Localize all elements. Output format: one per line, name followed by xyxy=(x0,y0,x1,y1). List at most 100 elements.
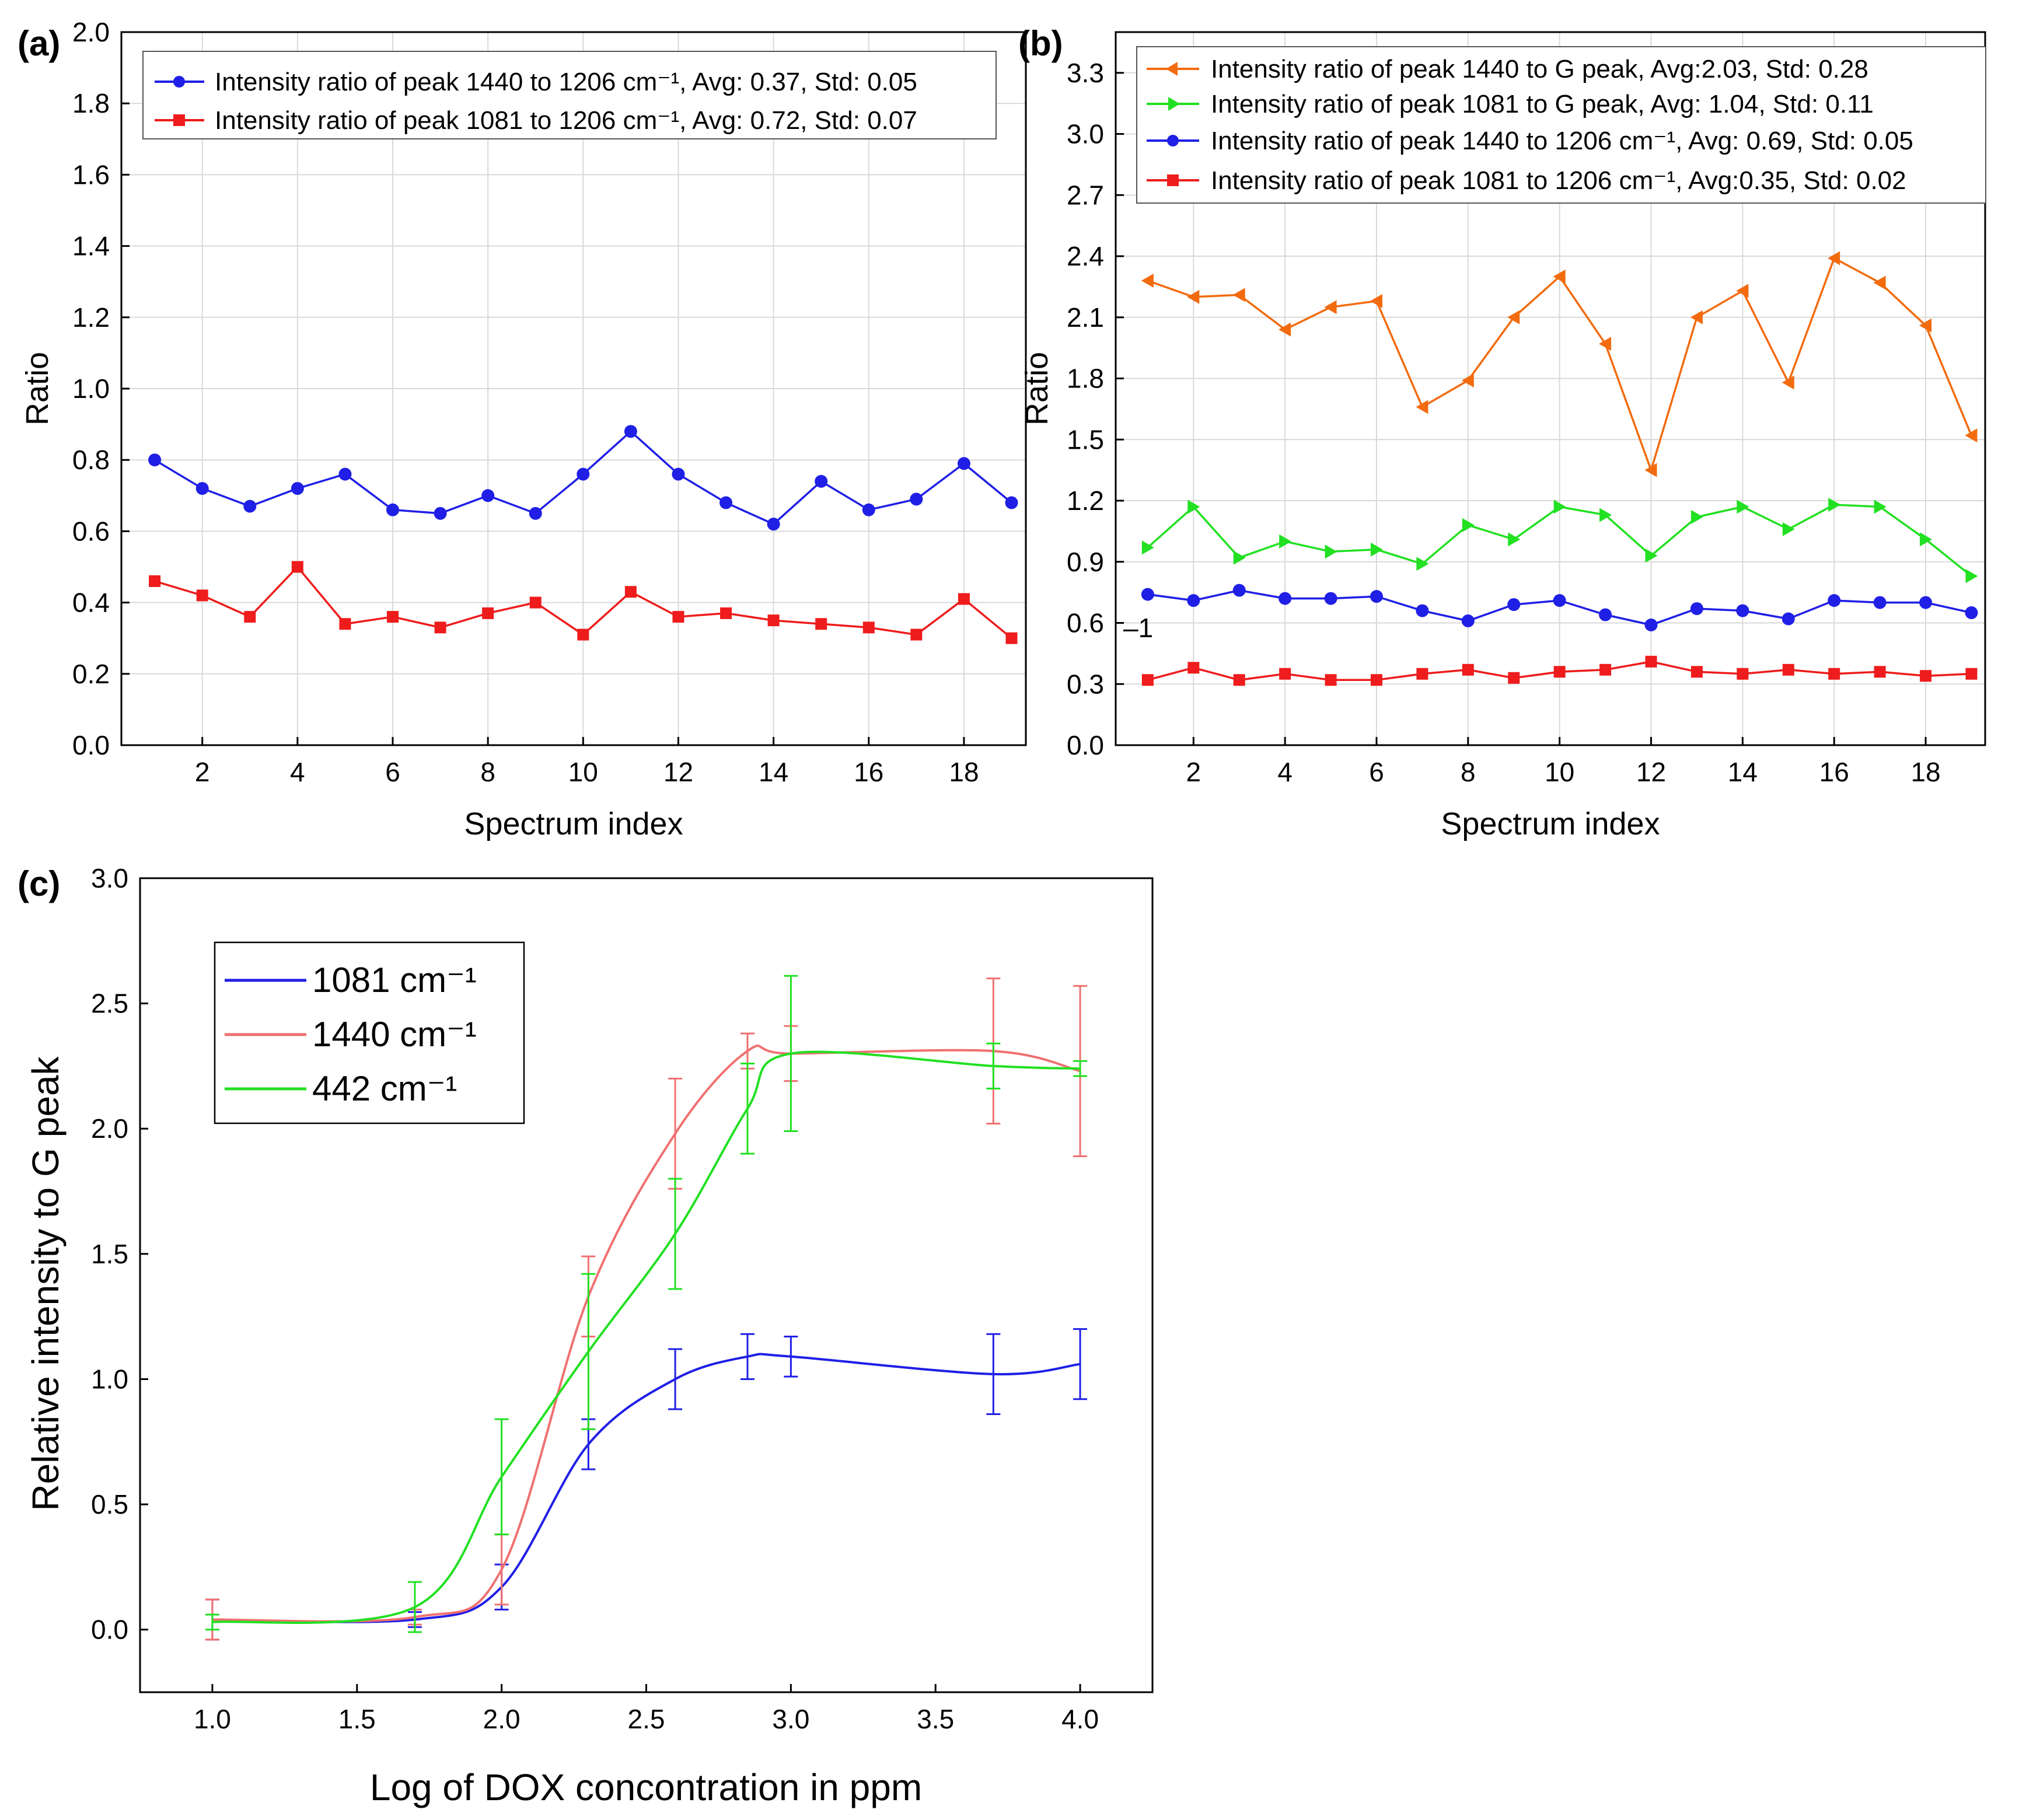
series-curve xyxy=(212,1050,1081,1624)
y-tick-label: 1.0 xyxy=(72,373,110,404)
data-point xyxy=(1141,273,1154,288)
y-tick-label: 0.8 xyxy=(72,445,110,475)
data-point xyxy=(1920,670,1932,682)
data-point xyxy=(529,506,542,520)
data-point xyxy=(624,586,637,598)
data-point xyxy=(1233,674,1245,686)
data-point xyxy=(244,611,256,623)
x-tick-label: 3.5 xyxy=(917,1704,954,1734)
data-point xyxy=(862,621,875,634)
y-tick-label: 2.5 xyxy=(91,988,128,1019)
data-point xyxy=(1416,668,1428,680)
y-tick-label: 1.8 xyxy=(1067,364,1104,394)
data-point xyxy=(386,503,399,516)
series-curve xyxy=(212,1045,1081,1623)
data-point xyxy=(1462,518,1475,532)
data-point xyxy=(1508,672,1520,684)
data-point xyxy=(815,474,828,488)
data-point xyxy=(1187,662,1200,674)
x-tick-label: 14 xyxy=(759,757,788,787)
data-point xyxy=(1919,596,1933,609)
data-point xyxy=(767,518,780,531)
data-point xyxy=(1645,655,1657,668)
y-tick-label: 0.0 xyxy=(72,730,110,760)
data-point xyxy=(1553,594,1566,607)
data-point xyxy=(1644,463,1657,477)
y-tick-label: 1.8 xyxy=(72,88,110,118)
panel-b-legend: Intensity ratio of peak 1440 to G peak, … xyxy=(1136,46,1986,204)
y-tick-label: 1.5 xyxy=(91,1239,128,1269)
y-tick-label: 0.0 xyxy=(91,1615,128,1645)
y-tick-label: 1.0 xyxy=(91,1364,128,1394)
y-tick-label: 1.6 xyxy=(72,159,110,190)
panel-a-gridlines xyxy=(121,32,1026,746)
data-point xyxy=(1736,604,1749,617)
data-point xyxy=(1233,550,1246,565)
data-point xyxy=(1279,534,1292,549)
data-point xyxy=(577,467,590,481)
x-tick-label: 4.0 xyxy=(1061,1704,1099,1734)
data-point xyxy=(1737,499,1749,514)
data-point xyxy=(196,589,208,602)
data-point xyxy=(149,575,161,587)
x-tick-label: 18 xyxy=(949,757,979,787)
data-point xyxy=(1644,619,1658,632)
panel-b-ticks: 2 4 6 8 10 12 14 16 18 0.0 0.3 0.6 0.9 1.2 1.5 1.8 2.1 2.… xyxy=(1067,58,1941,787)
panel-a-ticks: 2 4 6 8 10 12 14 16 18 0.0 0.2 0.4 0.6 0.8 1.0 1.2 1.4 1.… xyxy=(72,17,979,787)
data-point xyxy=(1828,498,1841,512)
data-point xyxy=(1645,549,1658,563)
x-tick-label: 10 xyxy=(568,757,598,787)
y-tick-label: 0.6 xyxy=(1067,608,1104,638)
data-point xyxy=(1232,288,1245,302)
data-point xyxy=(910,492,923,506)
data-point xyxy=(1828,668,1840,680)
data-point xyxy=(1279,592,1292,605)
panel-a-label: (a) xyxy=(18,24,60,63)
y-tick-label: 3.0 xyxy=(91,863,128,893)
data-point xyxy=(1965,668,1978,680)
data-point xyxy=(1141,588,1154,601)
x-tick-label: 6 xyxy=(385,757,400,787)
panel-b-series xyxy=(1141,251,1978,686)
data-point xyxy=(672,611,684,623)
legend-label: Intensity ratio of peak 1081 to G peak, … xyxy=(1211,90,1874,118)
data-point xyxy=(1690,666,1703,678)
y-tick-label: 1.2 xyxy=(1067,485,1104,516)
data-point xyxy=(195,482,209,495)
y-tick-label: 3.0 xyxy=(1067,119,1104,149)
data-point xyxy=(1873,275,1886,290)
y-tick-label: 2.7 xyxy=(1067,180,1104,210)
data-point xyxy=(1187,594,1200,607)
data-point xyxy=(1005,632,1018,644)
data-point xyxy=(1828,251,1840,266)
panel-a-legend-box xyxy=(142,51,997,139)
data-point xyxy=(1782,663,1794,676)
data-point xyxy=(1553,666,1566,678)
data-point xyxy=(958,593,970,605)
y-tick-label: 0.4 xyxy=(72,588,110,618)
data-point xyxy=(1279,322,1291,337)
series-curve xyxy=(212,1353,1081,1623)
panel-b: (b) 2 4 6 8 10 12 14 16 180.00.30.60.91.21.51.82… xyxy=(1018,24,1986,841)
x-tick-label: 2.0 xyxy=(483,1704,521,1734)
y-tick-label: 2.0 xyxy=(91,1113,128,1144)
y-tick-label: 0.2 xyxy=(72,659,110,689)
y-tick-label: 0.3 xyxy=(1067,669,1104,699)
data-point xyxy=(1599,337,1612,351)
data-point xyxy=(291,482,304,495)
data-point xyxy=(1828,594,1841,607)
data-point xyxy=(1371,542,1383,557)
data-point xyxy=(1553,499,1566,514)
x-tick-label: 12 xyxy=(1636,757,1666,787)
legend-label: Intensity ratio of peak 1081 to 1206 cm⁻… xyxy=(1211,166,1906,195)
data-point xyxy=(1232,584,1246,597)
x-tick-label: 14 xyxy=(1728,757,1758,787)
legend-label: 442 cm⁻¹ xyxy=(312,1069,457,1108)
panel-c-x-axis-title: Log of DOX concontration in ppm xyxy=(370,1766,922,1808)
data-point xyxy=(1325,544,1337,559)
legend-marker xyxy=(173,76,185,88)
data-point xyxy=(1325,674,1337,686)
data-point xyxy=(910,628,923,641)
data-point xyxy=(1461,373,1474,388)
